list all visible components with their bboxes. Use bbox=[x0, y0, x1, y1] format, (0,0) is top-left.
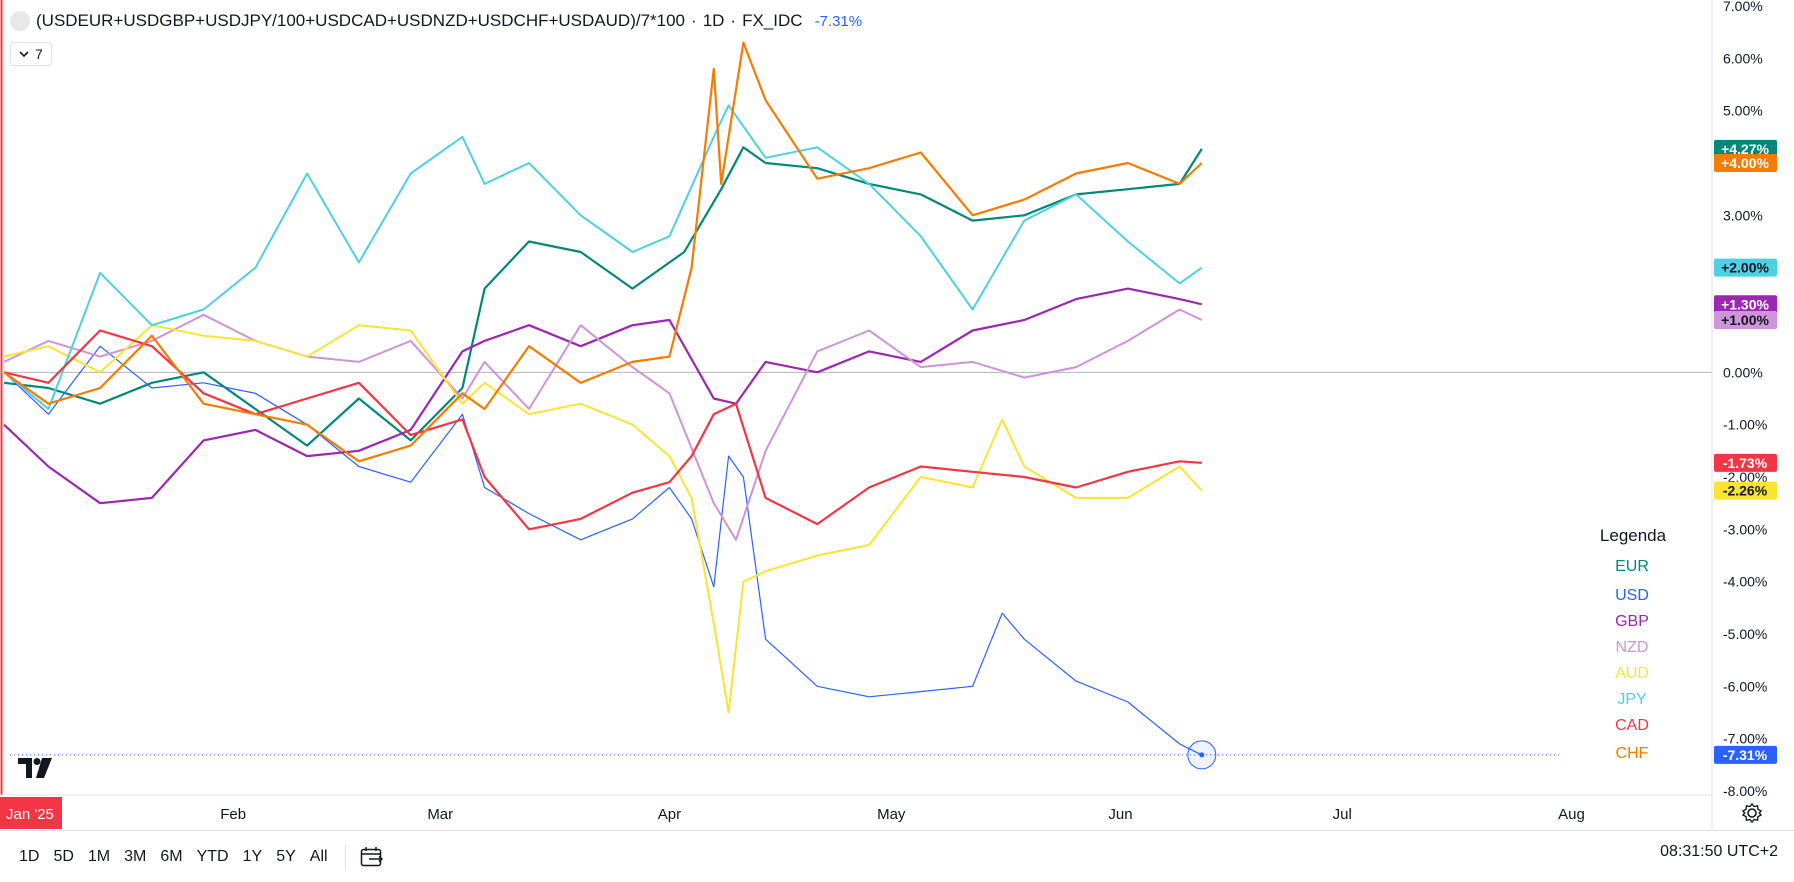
svg-text:+2.00%: +2.00% bbox=[1721, 260, 1769, 276]
interval-label[interactable]: 1D bbox=[702, 11, 725, 30]
series-layer bbox=[3, 41, 1560, 770]
legend-item-eur: EUR bbox=[1615, 558, 1649, 575]
last-value-tag-usd: -7.31% bbox=[1714, 745, 1777, 764]
range-1d-button[interactable]: 1D bbox=[12, 844, 46, 870]
range-all-button[interactable]: All bbox=[303, 844, 335, 870]
last-value-tag-eur: +4.27% bbox=[1714, 139, 1777, 158]
x-tick-label: Jun bbox=[1108, 806, 1132, 823]
y-tick-label: -2.00% bbox=[1723, 469, 1767, 485]
last-value-tag-nzd: +1.00% bbox=[1714, 311, 1777, 329]
legend: Legenda EUR USD GBP NZD AUD JPY CAD CHF bbox=[1600, 526, 1667, 762]
indicators-count: 7 bbox=[35, 46, 43, 62]
range-1y-button[interactable]: 1Y bbox=[236, 844, 270, 870]
last-value-tag-chf: +4.00% bbox=[1714, 154, 1777, 172]
chevron-down-icon bbox=[19, 51, 29, 58]
x-tick-label: Aug bbox=[1558, 806, 1585, 823]
series-line-usd[interactable] bbox=[3, 345, 1203, 756]
last-value-tag-aud: -2.26% bbox=[1714, 481, 1777, 500]
svg-text:+1.30%: +1.30% bbox=[1721, 296, 1769, 312]
svg-text:+1.00%: +1.00% bbox=[1721, 312, 1769, 328]
svg-text:+4.27%: +4.27% bbox=[1721, 141, 1769, 157]
legend-item-chf: CHF bbox=[1616, 745, 1649, 762]
range-3m-button[interactable]: 3M bbox=[117, 844, 153, 870]
svg-text:-7.31%: -7.31% bbox=[1723, 747, 1768, 763]
x-tick-label: Feb bbox=[220, 806, 246, 823]
series-line-chf[interactable] bbox=[3, 41, 1203, 463]
series-line-jpy[interactable] bbox=[3, 104, 1203, 410]
y-tick-label: -7.00% bbox=[1723, 731, 1767, 747]
range-6m-button[interactable]: 6M bbox=[153, 844, 189, 870]
gear-icon[interactable] bbox=[1741, 802, 1763, 824]
symbol-name[interactable]: (USDEUR+USDGBP+USDJPY/100+USDCAD+USDNZD+… bbox=[36, 11, 686, 30]
legend-item-usd: USD bbox=[1615, 587, 1649, 604]
series-line-gbp[interactable] bbox=[3, 287, 1203, 505]
header-separator: · bbox=[730, 11, 737, 30]
series-line-eur[interactable] bbox=[3, 146, 1203, 447]
x-tick-label: Mar bbox=[427, 806, 453, 823]
exchange-label: FX_IDC bbox=[742, 11, 803, 30]
legend-item-gbp: GBP bbox=[1615, 613, 1649, 630]
range-ytd-button[interactable]: YTD bbox=[190, 844, 236, 870]
usd-last-point[interactable] bbox=[1199, 752, 1205, 758]
calendar-goto-icon[interactable] bbox=[360, 846, 384, 868]
legend-item-jpy: JPY bbox=[1617, 691, 1647, 708]
legend-title: Legenda bbox=[1600, 526, 1667, 545]
series-line-cad[interactable] bbox=[3, 329, 1202, 531]
range-buttons: 1D 5D 1M 3M 6M YTD 1Y 5Y All bbox=[12, 844, 335, 870]
chart-canvas[interactable]: Jan '25 Feb Mar Apr May Jun Jul Aug 7.00% 6.00% 5… bbox=[0, 0, 1794, 830]
last-value-tag-cad: -1.73% bbox=[1714, 453, 1777, 472]
legend-item-nzd: NZD bbox=[1616, 639, 1649, 656]
y-tick-label: -4.00% bbox=[1723, 574, 1767, 590]
y-tick-label: -6.00% bbox=[1723, 678, 1767, 694]
tradingview-logo-icon[interactable] bbox=[18, 758, 52, 783]
indicators-toggle-button[interactable]: 7 bbox=[10, 42, 52, 66]
bottom-toolbar: 1D 5D 1M 3M 6M YTD 1Y 5Y All bbox=[0, 830, 1794, 882]
range-5d-button[interactable]: 5D bbox=[46, 844, 80, 870]
toolbar-divider bbox=[344, 843, 346, 870]
x-tick-label: May bbox=[877, 806, 906, 823]
y-tick-label: 6.00% bbox=[1723, 50, 1763, 66]
y-tick-label: -1.00% bbox=[1723, 417, 1767, 433]
last-value-tag-jpy: +2.00% bbox=[1714, 258, 1777, 277]
y-tick-label: 7.00% bbox=[1723, 0, 1763, 14]
clock-timezone[interactable]: 08:31:50 UTC+2 bbox=[1660, 843, 1778, 860]
y-tick-label: 5.00% bbox=[1723, 103, 1763, 119]
range-1m-button[interactable]: 1M bbox=[81, 844, 117, 870]
last-value-labels: +4.27% -7.31% +1.30%+1.00% -2.26% +2.00% -1.7… bbox=[1714, 139, 1777, 764]
chart-header: (USDEUR+USDGBP+USDJPY/100+USDCAD+USDNZD+… bbox=[10, 8, 862, 34]
x-axis-highlight bbox=[0, 797, 62, 829]
x-axis: Jan '25 Feb Mar Apr May Jun Jul Aug bbox=[0, 794, 1712, 829]
svg-text:-2.26%: -2.26% bbox=[1723, 483, 1768, 499]
y-tick-label: -8.00% bbox=[1723, 783, 1767, 799]
series-line-nzd[interactable] bbox=[3, 308, 1203, 541]
y-tick-label: -3.00% bbox=[1723, 521, 1767, 537]
last-value-tag-gbp: +1.30% bbox=[1714, 295, 1777, 314]
svg-text:+4.00%: +4.00% bbox=[1721, 155, 1769, 171]
symbol-logo-icon bbox=[10, 11, 30, 31]
header-separator: · bbox=[691, 11, 697, 30]
range-5y-button[interactable]: 5Y bbox=[269, 844, 303, 870]
y-tick-label: 0.00% bbox=[1723, 364, 1763, 380]
x-tick-label: Jul bbox=[1333, 806, 1352, 823]
y-tick-label: -5.00% bbox=[1723, 626, 1767, 642]
x-tick-label: Apr bbox=[658, 806, 681, 823]
x-tick-label: Jan '25 bbox=[6, 806, 54, 823]
svg-text:-1.73%: -1.73% bbox=[1723, 455, 1768, 471]
series-line-aud[interactable] bbox=[3, 324, 1203, 714]
legend-item-aud: AUD bbox=[1615, 665, 1649, 682]
legend-item-cad: CAD bbox=[1615, 717, 1649, 734]
y-tick-label: 3.00% bbox=[1723, 207, 1763, 223]
price-change: -7.31% bbox=[814, 12, 863, 30]
